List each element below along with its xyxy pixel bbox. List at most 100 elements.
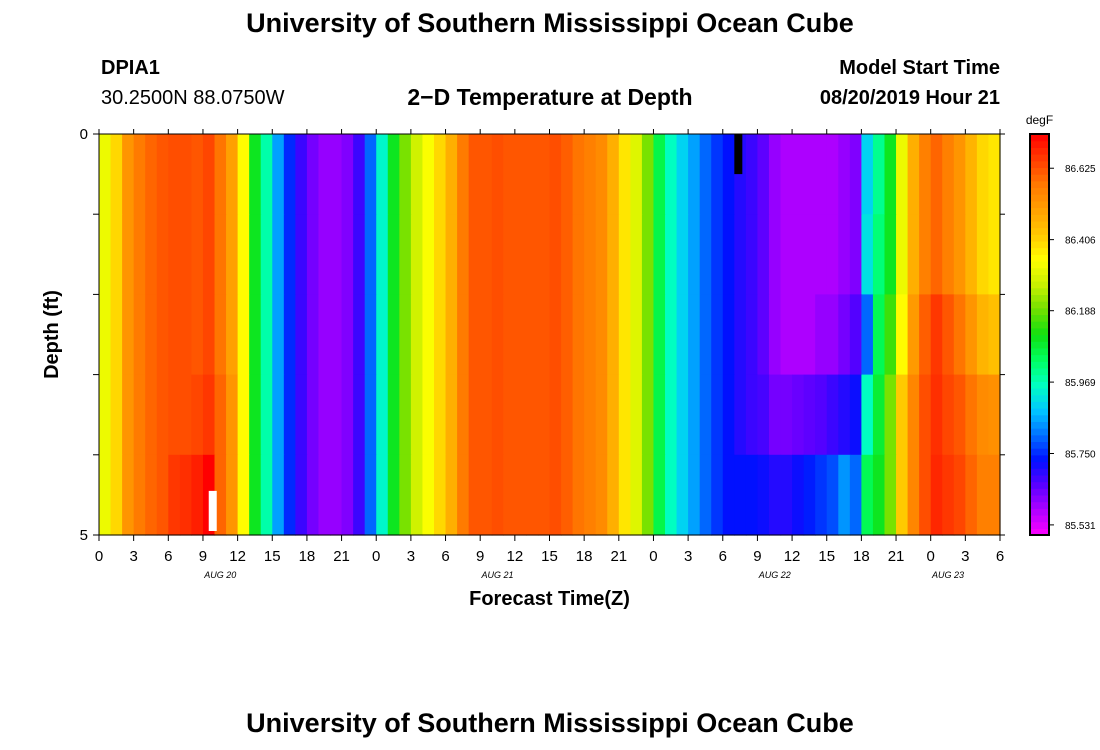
heatmap-cell [745,454,759,536]
colorbar-segment [1030,374,1049,382]
heatmap-cell [919,374,932,456]
heatmap-cell [884,134,897,215]
heatmap-cell [595,214,608,295]
heatmap-cell [260,374,273,456]
heatmap-cell [387,134,400,215]
colorbar-segment [1030,481,1049,489]
heatmap-cell [618,374,631,456]
heatmap-cell [699,214,712,295]
x-tick-label: 3 [407,548,415,565]
heatmap-cell [156,214,169,295]
missing-data-marks [208,134,743,531]
colorbar-segment [1030,514,1049,523]
heatmap-cell [665,294,678,376]
heatmap-cell [295,374,308,456]
heatmap-cell [214,454,227,536]
heatmap-cell [826,374,839,456]
y-axis-label: Depth (ft) [41,290,63,379]
heatmap-cell [711,134,724,215]
heatmap-cell [930,214,943,295]
heatmap-cell [815,374,828,456]
heatmap-cell [803,374,816,456]
colorbar-segment [1030,387,1049,396]
x-tick-label: 3 [129,548,137,565]
heatmap-cell [283,454,296,536]
colorbar-segment [1030,274,1049,282]
heatmap-cell [191,374,204,456]
heatmap-cell [145,134,158,215]
heatmap-cell [110,214,123,295]
heatmap-cell [99,134,112,215]
heatmap-cell [514,214,527,295]
date-label: AUG 22 [758,570,791,580]
colorbar-segment [1030,260,1049,269]
heatmap-cell [249,294,262,376]
colorbar-segment [1030,281,1049,289]
heatmap-cell [445,374,458,456]
heatmap-cell [711,294,724,376]
heatmap-cell [722,454,735,536]
heatmap-cell [792,134,805,215]
heatmap-cell [872,454,886,536]
colorbar-segment [1030,448,1049,456]
heatmap-cell [884,374,897,456]
heatmap-cell [572,294,585,376]
heatmap-cell [849,374,862,456]
heatmap-cell [168,294,181,376]
heatmap-cell [191,214,204,295]
heatmap-cell [260,454,273,536]
heatmap-cell [503,374,516,456]
heatmap-cell [353,134,366,215]
heatmap-cell [699,134,712,215]
heatmap-cell [896,134,909,215]
heatmap-cell [595,374,608,456]
x-axis: 0 3 6 9 12 15 18 21 0 3 6 9 12 15 18 21 0 3 6 9 12 15 18 21 0 3 6 A… [95,129,1004,580]
y-tick-label: 0 [80,126,88,143]
heatmap-cell [353,214,366,295]
heatmap-cell [757,454,770,536]
heatmap-cell [549,454,562,536]
colorbar-segment [1030,200,1049,209]
heatmap-cell [676,294,689,376]
heatmap-cell [653,454,666,536]
colorbar-segment [1030,234,1049,242]
heatmap-cell [699,294,712,376]
heatmap-cell [976,374,990,456]
heatmap-cell [422,214,435,295]
heatmap-cell [745,214,759,295]
colorbar-segment [1030,421,1049,429]
heatmap-cell [514,134,527,215]
heatmap-cell [930,134,943,215]
x-tick-label: 3 [961,548,969,565]
heatmap-cell [768,454,782,536]
heatmap-cell [849,454,862,536]
heatmap-cell [549,134,562,215]
heatmap-cell [226,134,239,215]
heatmap-cell [341,134,354,215]
heatmap-cell [122,214,135,295]
heatmap-cell [503,294,516,376]
heatmap-cell [318,294,331,376]
heatmap-cell [237,134,250,215]
y-tick-label: 5 [80,527,88,544]
heatmap-cell [607,214,620,295]
heatmap-cell [122,134,135,215]
heatmap-cell [641,294,655,376]
heatmap-cell [745,374,759,456]
heatmap-cell [988,134,1001,215]
heatmap-cell [330,374,343,456]
heatmap-cell [364,294,377,376]
heatmap-cell [457,214,470,295]
heatmap-cell [376,294,389,376]
heatmap-cell [630,374,643,456]
heatmap-cell [919,454,932,536]
heatmap-cell [110,134,123,215]
heatmap-cell [965,214,978,295]
x-tick-label: 18 [299,548,316,565]
colorbar-segment [1030,207,1049,215]
x-tick-label: 6 [719,548,727,565]
x-tick-label: 15 [264,548,281,565]
colorbar-segment [1030,401,1049,409]
heatmap-cell [584,214,597,295]
